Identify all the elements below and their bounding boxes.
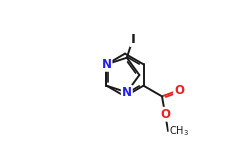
Text: O: O xyxy=(174,84,184,97)
Text: I: I xyxy=(130,33,135,46)
Text: N: N xyxy=(102,58,112,71)
Text: O: O xyxy=(160,108,170,121)
Text: N: N xyxy=(122,86,132,99)
Text: CH$_3$: CH$_3$ xyxy=(169,124,189,138)
